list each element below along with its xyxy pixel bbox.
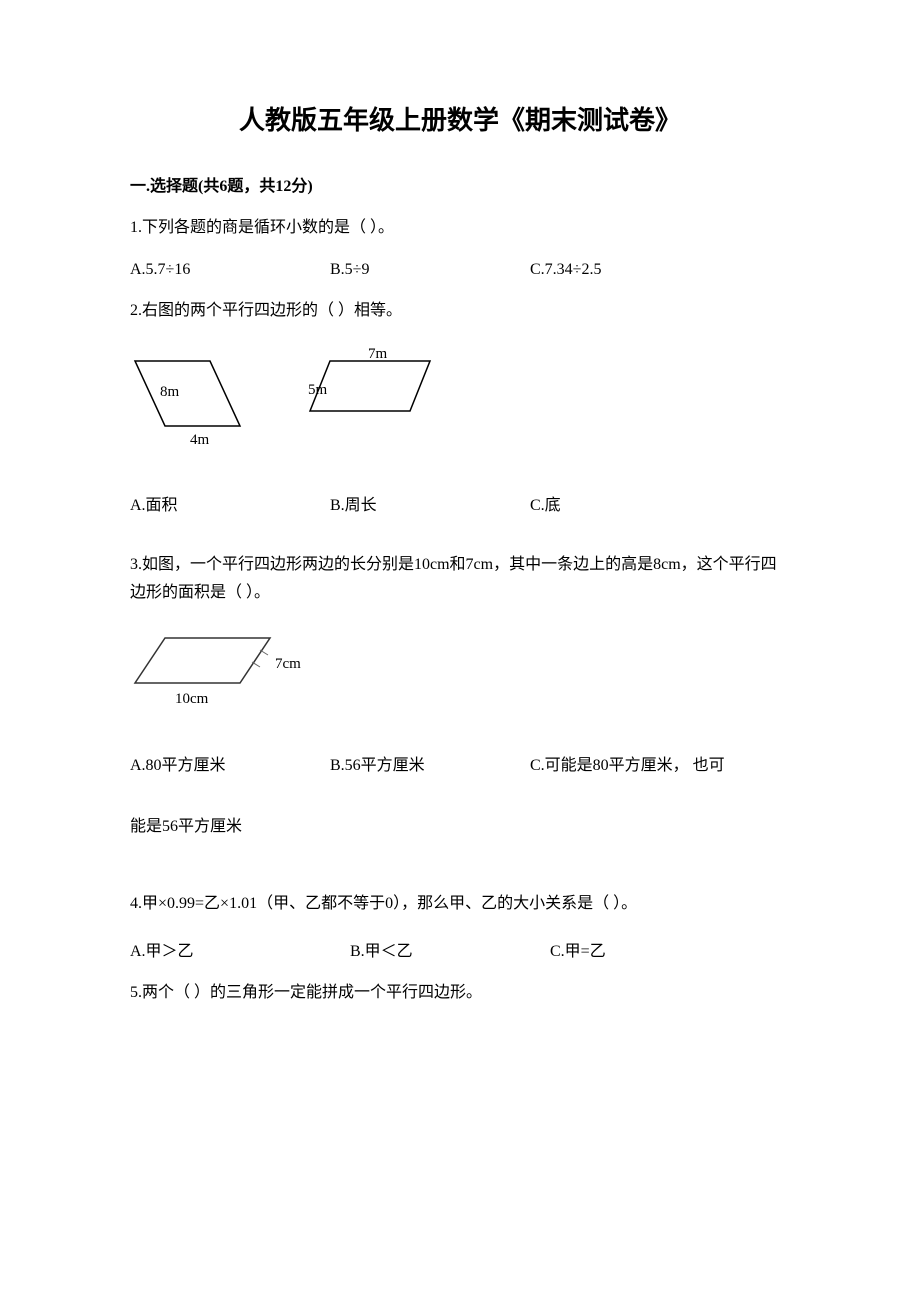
fig2-side-label: 5m <box>308 382 328 398</box>
document-title: 人教版五年级上册数学《期末测试卷》 <box>130 100 790 137</box>
q1-option-a: A.5.7÷16 <box>130 261 330 279</box>
q4-option-a: A.甲＞乙 <box>130 937 350 961</box>
q2-option-b: B.周长 <box>330 491 530 515</box>
section-1-header: 一.选择题(共6题，共12分) <box>130 172 790 196</box>
question-2-options: A.面积 B.周长 C.底 <box>130 491 790 515</box>
question-1-options: A.5.7÷16 B.5÷9 C.7.34÷2.5 <box>130 261 790 279</box>
q2-option-c: C.底 <box>530 491 730 515</box>
q1-option-c: C.7.34÷2.5 <box>530 261 730 279</box>
question-3-options: A.80平方厘米 B.56平方厘米 C.可能是80平方厘米， 也可 <box>130 748 790 783</box>
fig3-side-label: 7cm <box>275 656 301 672</box>
fig3-bottom-label: 10cm <box>175 691 209 707</box>
q1-option-b: B.5÷9 <box>330 261 530 279</box>
question-4-text: 4.甲×0.99=乙×1.01（甲、乙都不等于0），那么甲、乙的大小关系是（ ）… <box>130 890 790 919</box>
question-1-text: 1.下列各题的商是循环小数的是（ ）。 <box>130 214 790 243</box>
fig1-bottom-label: 4m <box>190 432 210 448</box>
q4-option-b: B.甲＜乙 <box>350 937 550 961</box>
question-2-text: 2.右图的两个平行四边形的（ ）相等。 <box>130 297 790 326</box>
fig1-side-label: 8m <box>160 384 180 400</box>
q4-option-c: C.甲=乙 <box>550 937 750 961</box>
q3-option-c-continuation: 能是56平方厘米 <box>130 813 790 842</box>
q3-option-c: C.可能是80平方厘米， 也可 <box>530 748 790 783</box>
q2-option-a: A.面积 <box>130 491 330 515</box>
question-2-figure: 8m 4m 7m 5m <box>130 346 790 456</box>
question-4-options: A.甲＞乙 B.甲＜乙 C.甲=乙 <box>130 937 790 961</box>
q3-option-a: A.80平方厘米 <box>130 748 330 783</box>
q3-option-b: B.56平方厘米 <box>330 748 530 783</box>
question-3-text: 3.如图，一个平行四边形两边的长分别是10cm和7cm，其中一条边上的高是8cm… <box>130 551 790 609</box>
fig2-top-label: 7m <box>368 346 388 362</box>
question-3-figure: 7cm 10cm <box>130 628 790 718</box>
question-5-text: 5.两个（ ）的三角形一定能拼成一个平行四边形。 <box>130 979 790 1008</box>
